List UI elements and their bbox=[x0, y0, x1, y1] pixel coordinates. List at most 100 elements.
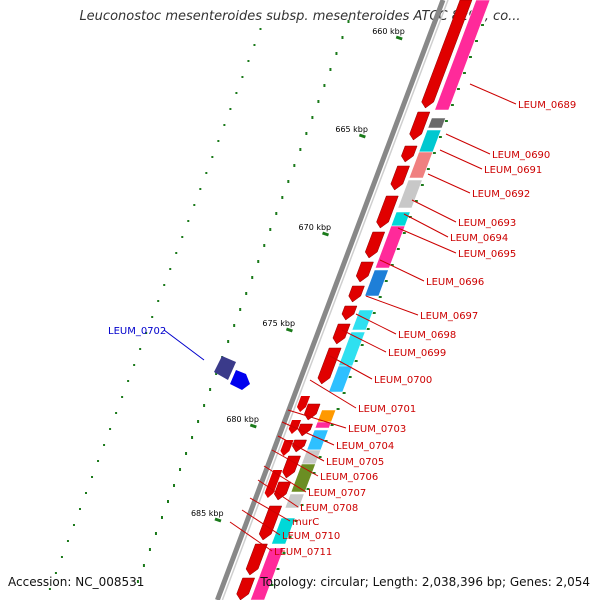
gc-dot bbox=[281, 196, 284, 199]
tick-label: 685 kbp bbox=[191, 509, 224, 518]
label-leader bbox=[445, 133, 491, 155]
gene-label: LEUM_0702 bbox=[108, 326, 166, 337]
gc-dot bbox=[263, 244, 266, 247]
gc-dot bbox=[330, 424, 334, 426]
cds-arrow bbox=[348, 285, 365, 303]
gene-label: LEUM_0696 bbox=[426, 277, 484, 288]
feature-box bbox=[434, 0, 491, 111]
gc-dot bbox=[85, 492, 88, 494]
feature-box bbox=[418, 129, 442, 153]
gene-label: LEUM_0700 bbox=[374, 375, 432, 386]
gc-dot bbox=[390, 264, 394, 266]
gc-dot bbox=[366, 328, 370, 330]
gc-dot bbox=[438, 136, 442, 138]
gc-dot bbox=[235, 92, 238, 94]
gc-dot bbox=[163, 284, 166, 286]
label-leader bbox=[397, 227, 457, 254]
accession-text: Accession: NC_008531 bbox=[8, 575, 145, 589]
gc-dot bbox=[187, 220, 190, 222]
gc-dot bbox=[109, 428, 112, 430]
gene-label: LEUM_0706 bbox=[320, 472, 378, 483]
cds-arrow bbox=[245, 543, 268, 576]
tick-mark bbox=[358, 133, 366, 139]
gene-label: murC bbox=[292, 517, 319, 528]
gc-dot bbox=[217, 140, 220, 142]
tick-label: 680 kbp bbox=[226, 415, 259, 424]
label-leader bbox=[263, 465, 307, 493]
gc-dot bbox=[133, 364, 136, 366]
cds-arrow bbox=[288, 420, 302, 434]
tick-label: 660 kbp bbox=[372, 27, 405, 36]
feature-box bbox=[284, 493, 305, 509]
gene-label: LEUM_0705 bbox=[326, 457, 384, 468]
gene-label: LEUM_0704 bbox=[336, 441, 394, 452]
gc-dot bbox=[247, 60, 250, 62]
cds-arrow bbox=[332, 323, 351, 345]
gc-dot bbox=[199, 188, 202, 190]
gc-dot bbox=[444, 120, 448, 122]
scale-ticks: 660 kbp 665 kbp 670 kbp 675 kbp 680 kbp 685 k… bbox=[191, 27, 405, 523]
gc-dot bbox=[293, 164, 296, 167]
cds-arrow bbox=[292, 439, 307, 453]
label-leader bbox=[411, 199, 457, 223]
label-leader bbox=[329, 355, 373, 380]
gc-dot bbox=[241, 76, 244, 78]
gc-dot bbox=[347, 20, 350, 23]
gc-dot bbox=[269, 228, 272, 231]
gc-dot bbox=[148, 548, 151, 551]
label-leader bbox=[271, 449, 319, 477]
feature-box bbox=[390, 211, 411, 227]
gc-dot bbox=[181, 236, 184, 238]
feature-box bbox=[427, 117, 447, 129]
gc-dot bbox=[300, 504, 304, 506]
gc-dot bbox=[78, 508, 81, 510]
gc-dot bbox=[142, 564, 145, 567]
gc-dot bbox=[306, 488, 310, 490]
gene-label: LEUM_0703 bbox=[348, 424, 406, 435]
gc-dot bbox=[450, 104, 454, 106]
gc-dot bbox=[360, 344, 364, 346]
gc-content-dots bbox=[48, 20, 484, 590]
cds-arrow bbox=[264, 470, 283, 498]
gene-label: LEUM_0701 bbox=[358, 404, 416, 415]
gc-dot bbox=[276, 568, 280, 570]
gc-dot bbox=[66, 540, 69, 542]
gc-dot bbox=[414, 200, 418, 202]
gc-dot bbox=[456, 88, 460, 90]
gc-dot bbox=[179, 468, 182, 471]
cds-arrow bbox=[296, 396, 311, 412]
label-leader bbox=[379, 259, 425, 282]
gc-dot bbox=[253, 44, 256, 46]
gc-dot bbox=[288, 536, 292, 538]
gc-dot bbox=[312, 472, 316, 474]
cds-arrow bbox=[376, 195, 399, 229]
feature-box bbox=[301, 449, 322, 465]
gc-dot bbox=[341, 36, 344, 39]
gene-label: LEUM_0697 bbox=[420, 311, 478, 322]
gene-label: LEUM_0708 bbox=[300, 503, 358, 514]
gc-dot bbox=[245, 292, 248, 295]
gc-dot bbox=[378, 296, 382, 298]
gc-dot bbox=[160, 516, 163, 519]
gene-label: LEUM_0694 bbox=[450, 233, 508, 244]
label-leader bbox=[439, 149, 483, 170]
label-leader bbox=[163, 329, 205, 361]
label-leader bbox=[281, 421, 335, 446]
gc-dot bbox=[384, 280, 388, 282]
tick-label: 665 kbp bbox=[335, 125, 368, 134]
gene-label: LEUM_0690 bbox=[492, 150, 550, 161]
gc-dot bbox=[474, 40, 478, 42]
cds-arrow bbox=[390, 165, 410, 191]
label-leader bbox=[257, 479, 299, 508]
gc-dot bbox=[348, 376, 352, 378]
gc-dot bbox=[311, 116, 314, 119]
gc-dot bbox=[318, 456, 322, 458]
feature-box bbox=[230, 370, 250, 390]
label-leader bbox=[469, 83, 517, 105]
feature-box bbox=[214, 356, 236, 380]
gc-dot bbox=[139, 348, 142, 350]
tick-mark bbox=[322, 231, 329, 237]
gc-dot bbox=[48, 588, 51, 590]
gc-dot bbox=[209, 388, 212, 391]
